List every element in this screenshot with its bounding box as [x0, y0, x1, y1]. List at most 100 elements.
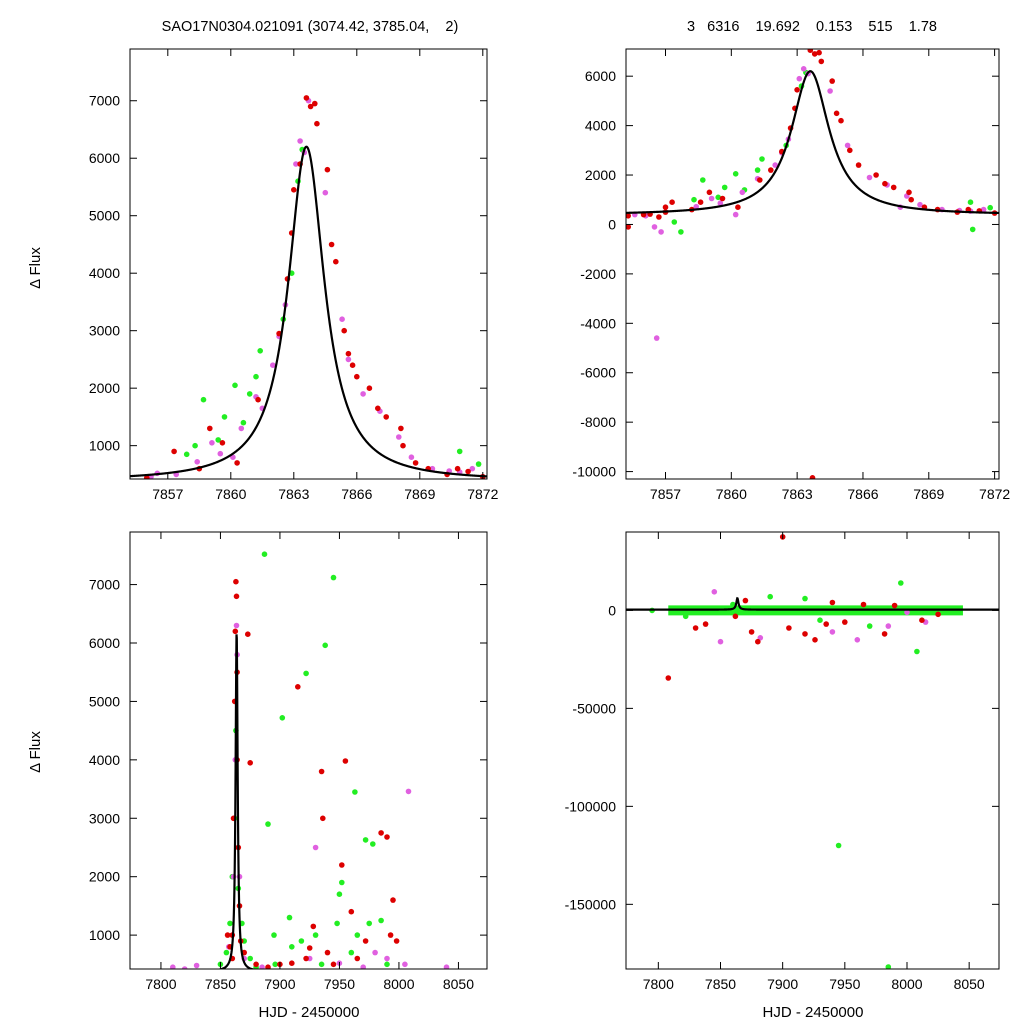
x-tick-label: 7857 — [152, 486, 183, 502]
data-point-red — [318, 768, 325, 775]
data-point-magenta — [469, 465, 476, 472]
data-point-red — [665, 675, 672, 681]
data-point-red — [245, 631, 251, 637]
plot-frame — [129, 48, 488, 480]
x-axis-label-left: HJD - 2450000 — [259, 1004, 360, 1021]
data-point-red — [838, 117, 844, 124]
data-point-red — [812, 637, 818, 643]
data-point-red — [387, 932, 394, 938]
data-point-red — [742, 597, 749, 604]
data-point-red — [265, 964, 271, 969]
x-tick-label: 7850 — [205, 976, 236, 992]
data-point-red — [348, 908, 355, 915]
y-tick-label: -10000 — [572, 464, 616, 480]
data-point-green — [967, 199, 974, 205]
panel-top-right: 7857 7860 7863 7866 7869 7872 -10000 -8000 -6000… — [572, 48, 1010, 502]
data-point-green — [378, 917, 384, 924]
x-axis-label-right: HJD - 2450000 — [763, 1004, 864, 1021]
data-point-red — [809, 475, 816, 479]
data-point-green — [339, 879, 345, 886]
data-point-red — [735, 204, 741, 210]
data-point-red — [312, 100, 318, 107]
data-point-magenta — [980, 206, 987, 213]
data-point-red — [656, 214, 662, 220]
data-point-magenta — [717, 200, 724, 206]
plot-area — [626, 49, 999, 479]
data-point-green — [715, 194, 721, 201]
y-tick-label: -8000 — [580, 414, 616, 430]
data-point-magenta — [297, 138, 303, 144]
data-point-green — [221, 414, 228, 420]
data-point-magenta — [796, 75, 803, 82]
y-tick-label: 3000 — [89, 323, 120, 339]
data-point-green — [767, 593, 773, 600]
data-point-magenta — [372, 949, 378, 956]
x-tick-label: 7950 — [829, 976, 860, 992]
data-point-green — [682, 613, 689, 620]
data-point-red — [366, 385, 373, 392]
data-point-magenta — [651, 224, 658, 230]
y-tick-label: 2000 — [585, 167, 616, 183]
y-tick-label: 5000 — [89, 208, 120, 224]
data-point-magenta — [739, 189, 746, 196]
data-point-magenta — [270, 362, 276, 369]
data-point-red — [842, 619, 848, 625]
x-tick-label: 7950 — [324, 976, 355, 992]
data-point-red — [232, 628, 239, 635]
y-tick-label: 4000 — [585, 118, 616, 134]
x-tick-label: 8000 — [383, 976, 414, 992]
y-tick-label: 6000 — [89, 635, 120, 651]
y-tick-label: 6000 — [89, 150, 120, 166]
y-tick-label: 7000 — [89, 93, 120, 109]
data-point-green — [759, 156, 765, 162]
data-point-green — [330, 574, 337, 581]
data-point-red — [702, 621, 709, 627]
data-point-red — [829, 599, 836, 606]
data-point-red — [291, 187, 297, 193]
data-point-red — [320, 815, 326, 822]
data-point-red — [847, 147, 853, 154]
data-point-green — [691, 196, 697, 203]
data-point-red — [171, 448, 177, 455]
data-point-green — [730, 601, 736, 608]
x-tick-label: 7872 — [467, 486, 498, 502]
data-point-green — [987, 204, 993, 211]
y-tick-label: 5000 — [89, 693, 120, 709]
data-point-red — [398, 425, 404, 432]
panel-top-left: 7857 7860 7863 7866 7869 7872 1000 2000 3000 4000… — [89, 48, 499, 502]
data-point-red — [314, 120, 320, 127]
data-point-red — [906, 189, 912, 196]
data-point-red — [412, 460, 419, 466]
data-point-green — [183, 451, 190, 458]
y-axis-label-top: Δ Flux — [27, 247, 44, 289]
fit-curve — [626, 70, 999, 215]
data-point-red — [224, 932, 231, 938]
data-point-green — [866, 623, 873, 629]
data-point-green — [298, 938, 305, 944]
data-point-red — [823, 621, 829, 627]
data-point-magenta — [339, 316, 345, 323]
data-point-green — [362, 837, 369, 843]
data-point-green — [969, 226, 976, 233]
data-point-magenta — [708, 195, 715, 202]
data-point-red — [855, 162, 862, 168]
data-point-magenta — [658, 229, 664, 235]
data-point-green — [700, 177, 706, 183]
data-point-red — [310, 923, 317, 930]
data-point-magenta — [217, 450, 224, 457]
data-point-green — [312, 932, 319, 938]
data-point-red — [807, 49, 814, 53]
data-point-red — [669, 199, 675, 205]
data-point-red — [339, 862, 345, 868]
data-point-red — [255, 396, 261, 403]
fit-curve — [215, 634, 258, 969]
data-point-red — [219, 440, 226, 446]
data-point-magenta — [384, 955, 390, 962]
data-point-green — [261, 551, 268, 557]
data-point-green — [257, 348, 264, 354]
y-axis-label-bottom: Δ Flux — [27, 731, 44, 773]
data-point-magenta — [194, 459, 200, 465]
data-point-green — [223, 949, 230, 956]
x-tick-label: 7860 — [215, 486, 246, 502]
data-point-magenta — [293, 161, 299, 167]
